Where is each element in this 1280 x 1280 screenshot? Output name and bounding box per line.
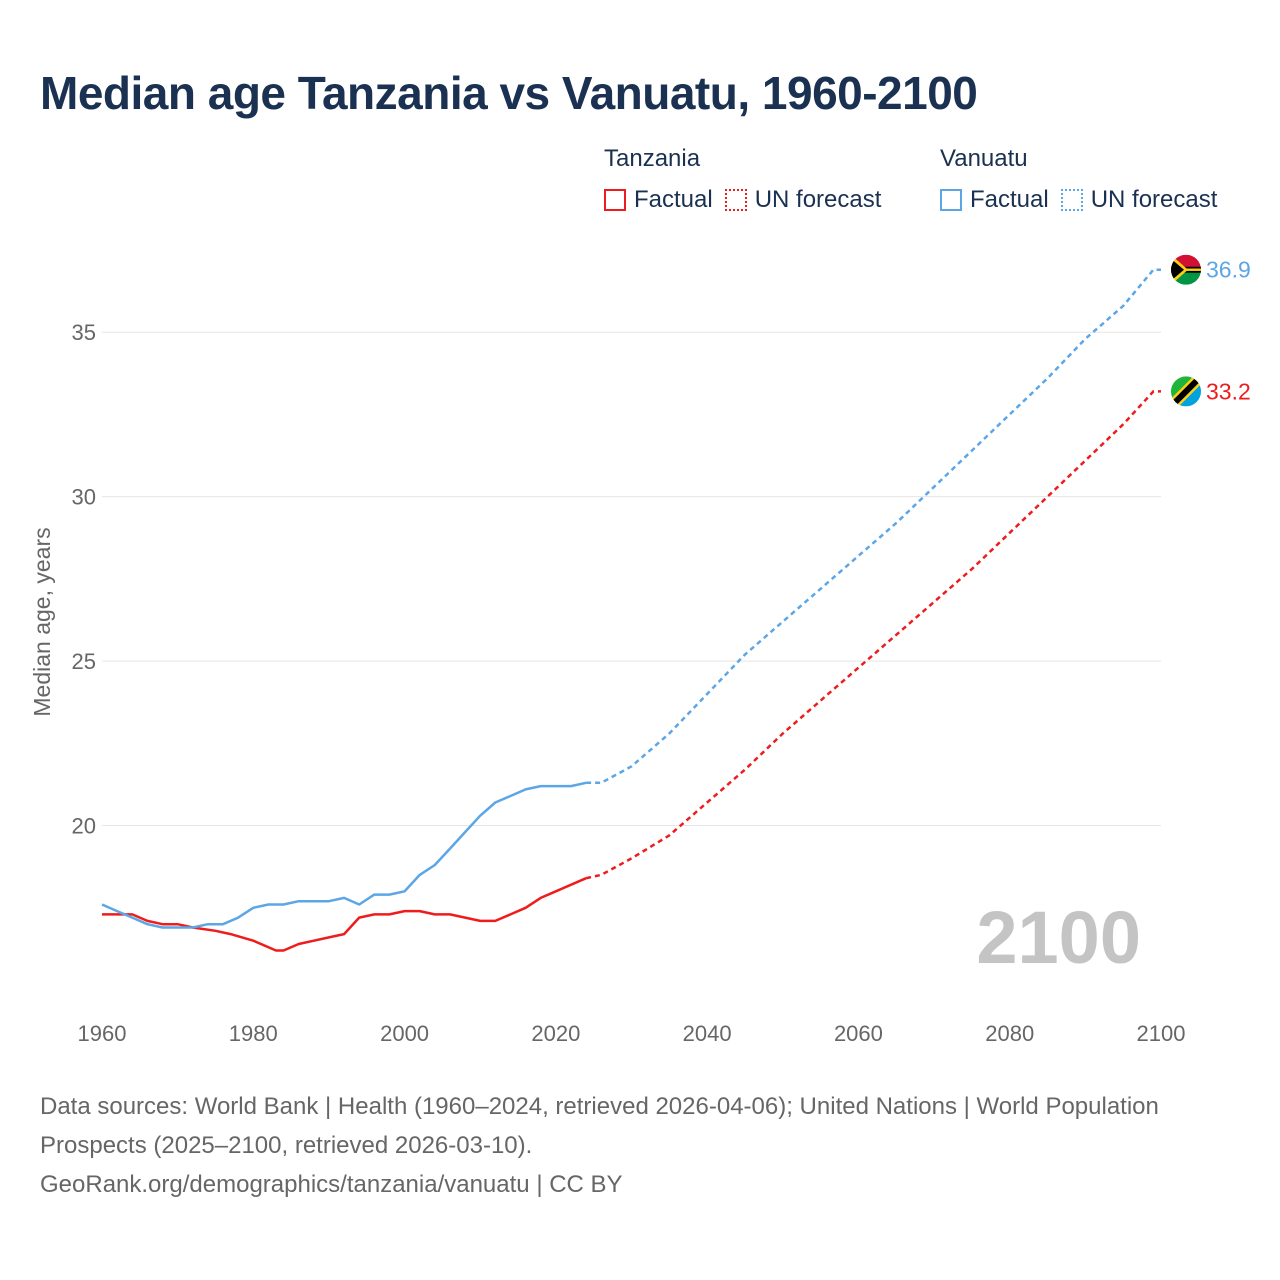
legend-tanzania-factual-swatch [604,189,626,211]
x-tick-label: 2000 [380,1021,429,1046]
y-axis-label: Median age, years [29,527,55,716]
sources-line-1: Data sources: World Bank | Health (1960–… [40,1093,1159,1159]
year-watermark: 2100 [976,896,1141,979]
legend-vanuatu-forecast-swatch [1060,189,1083,211]
flag-black-diagonal [1171,376,1201,407]
vanuatu-forecast-line [586,268,1161,785]
legend-vanuatu: Vanuatu Factual UN forecast [940,144,1229,214]
x-tick-label: 2020 [531,1021,580,1046]
data-sources: Data sources: World Bank | Health (1960–… [40,1087,1180,1204]
vanuatu-flag [1171,254,1201,285]
y-tick-label: 20 [72,814,96,839]
legend-vanuatu-factual-label: Factual [970,186,1049,213]
legend-tanzania-factual[interactable]: Factual [604,186,713,214]
line-chart: 20 25 30 35 1960 1980 2000 2020 2040 2060 2080 2100… [29,254,1251,1046]
legend-tanzania-forecast-label: UN forecast [754,186,882,213]
x-tick-label: 2060 [834,1021,883,1046]
tanzania-flag-marker [1171,376,1201,407]
legend-tanzania: Tanzania Factual UN forecast [604,144,893,214]
vanuatu-flag-marker [1171,254,1201,285]
tanzania-flag [1171,376,1201,407]
vanuatu-factual-line [101,781,587,929]
legend-tanzania-name: Tanzania [604,145,701,172]
chart-title: Median age Tanzania vs Vanuatu, 1960-210… [40,67,978,119]
y-tick-label: 25 [72,649,96,674]
sources-line-2: GeoRank.org/demographics/tanzania/vanuat… [40,1171,623,1198]
legend-tanzania-forecast[interactable]: UN forecast [724,186,882,214]
tanzania-factual-line [102,877,587,952]
legend-vanuatu-name: Vanuatu [940,145,1028,172]
y-tick-label: 30 [72,485,96,510]
legend-vanuatu-factual-swatch [940,189,962,211]
y-tick-label: 35 [72,320,96,345]
tanzania-end-value-label: 33.2 [1206,378,1251,404]
flag-black-triangle [1171,258,1184,281]
legend-vanuatu-forecast-label: UN forecast [1090,186,1218,213]
x-tick-label: 2100 [1137,1021,1186,1046]
x-tick-label: 2080 [985,1021,1034,1046]
legend-vanuatu-factual[interactable]: Factual [940,186,1049,214]
tanzania-forecast-line [585,390,1161,880]
vanuatu-end-value-label: 36.9 [1206,257,1251,283]
legend-tanzania-forecast-swatch [724,189,747,211]
x-tick-label: 1980 [229,1021,278,1046]
legend-vanuatu-forecast[interactable]: UN forecast [1060,186,1218,214]
legend-tanzania-factual-label: Factual [634,186,713,213]
x-tick-label: 1960 [78,1021,127,1046]
x-tick-label: 2040 [683,1021,732,1046]
